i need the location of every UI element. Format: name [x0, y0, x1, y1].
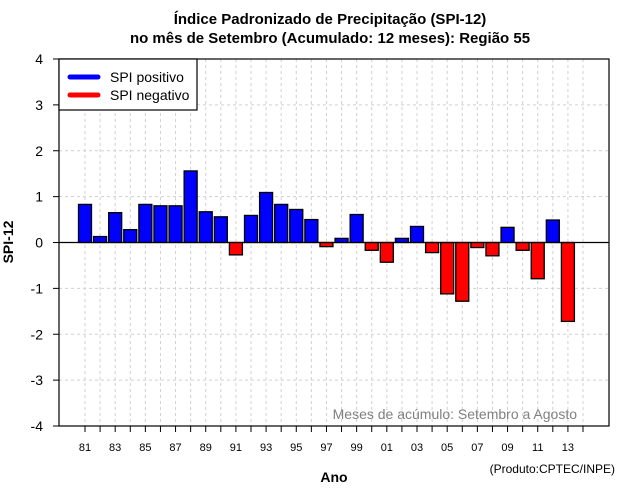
bar-1989 [198, 211, 213, 244]
bar-1991 [228, 241, 244, 256]
bar-2000 [364, 241, 379, 251]
bar-2011 [530, 241, 545, 280]
bar-1999 [349, 213, 364, 244]
bar-2010 [515, 241, 530, 251]
y-tick-label: -3 [31, 372, 44, 388]
x-tick-label: 99 [351, 442, 363, 454]
bar-1997 [319, 241, 334, 248]
bar-1995 [289, 208, 304, 244]
bar-1985 [138, 203, 153, 244]
grid-lines [59, 59, 609, 426]
bar-2003 [409, 225, 425, 244]
y-tick-label: 0 [35, 235, 43, 251]
bar-1998 [334, 237, 349, 244]
x-tick-label: 07 [471, 442, 483, 454]
x-axis: 81 83 85 87 89 91 93 95 97 99 01 03 05 07 09 11 13 [79, 426, 584, 454]
legend: SPI positivo SPI negativo [58, 58, 198, 111]
chart-subtitle: no mês de Setembro (Acumulado: 12 meses)… [130, 30, 530, 47]
bar-2002 [394, 237, 410, 244]
y-tick-label: 3 [35, 97, 43, 113]
y-axis: -4 -3 -2 -1 0 1 2 3 4 [31, 51, 59, 434]
bar-1996 [304, 218, 319, 244]
accumulation-annotation: Meses de acúmulo: Setembro a Agosto [333, 406, 578, 422]
x-tick-label: 03 [411, 442, 423, 454]
y-tick-label: -1 [31, 280, 44, 296]
bar-2013 [560, 241, 576, 323]
y-tick-label: 1 [35, 189, 43, 205]
chart-title: Índice Padronizado de Precipitação (SPI-… [174, 11, 487, 28]
y-axis-label: SPI-12 [0, 220, 16, 263]
bar-1990 [213, 216, 228, 244]
x-tick-label: 01 [381, 442, 393, 454]
bar-2006 [455, 241, 470, 302]
bar-1987 [168, 205, 183, 244]
x-tick-label: 85 [139, 442, 151, 454]
bar-1982 [92, 235, 108, 244]
bar-2001 [379, 241, 394, 263]
x-axis-label: Ano [320, 469, 347, 485]
x-tick-label: 91 [230, 442, 242, 454]
bar-2007 [470, 241, 485, 249]
legend-label-positive: SPI positivo [110, 69, 184, 85]
bar-1983 [108, 212, 123, 244]
x-tick-label: 87 [169, 442, 181, 454]
x-tick-label: 89 [200, 442, 212, 454]
x-tick-label: 05 [441, 442, 453, 454]
y-tick-label: 2 [35, 143, 43, 159]
bar-1992 [243, 214, 259, 244]
y-tick-label: -2 [31, 326, 44, 342]
bar-2012 [545, 219, 560, 244]
bar-1984 [123, 229, 138, 244]
x-tick-label: 95 [290, 442, 302, 454]
bar-1988 [183, 170, 198, 244]
bar-2005 [440, 241, 455, 295]
bar-2004 [424, 241, 440, 254]
x-tick-label: 13 [562, 442, 574, 454]
legend-label-negative: SPI negativo [110, 87, 190, 103]
bar-2008 [485, 241, 500, 257]
x-tick-label: 93 [260, 442, 272, 454]
bar-1994 [274, 203, 289, 244]
product-credit: (Produto:CPTEC/INPE) [490, 462, 615, 476]
bars [77, 170, 576, 323]
x-tick-label: 09 [501, 442, 513, 454]
bar-1981 [77, 203, 93, 244]
y-tick-label: 4 [35, 51, 43, 67]
x-tick-label: 97 [320, 442, 332, 454]
legend-box [58, 58, 198, 111]
bar-1993 [258, 191, 274, 244]
x-tick-label: 83 [109, 442, 121, 454]
x-tick-label: 81 [79, 442, 91, 454]
bar-1986 [153, 205, 168, 244]
bar-2009 [500, 226, 515, 244]
x-tick-label: 11 [532, 442, 543, 454]
y-tick-label: -4 [31, 418, 44, 434]
